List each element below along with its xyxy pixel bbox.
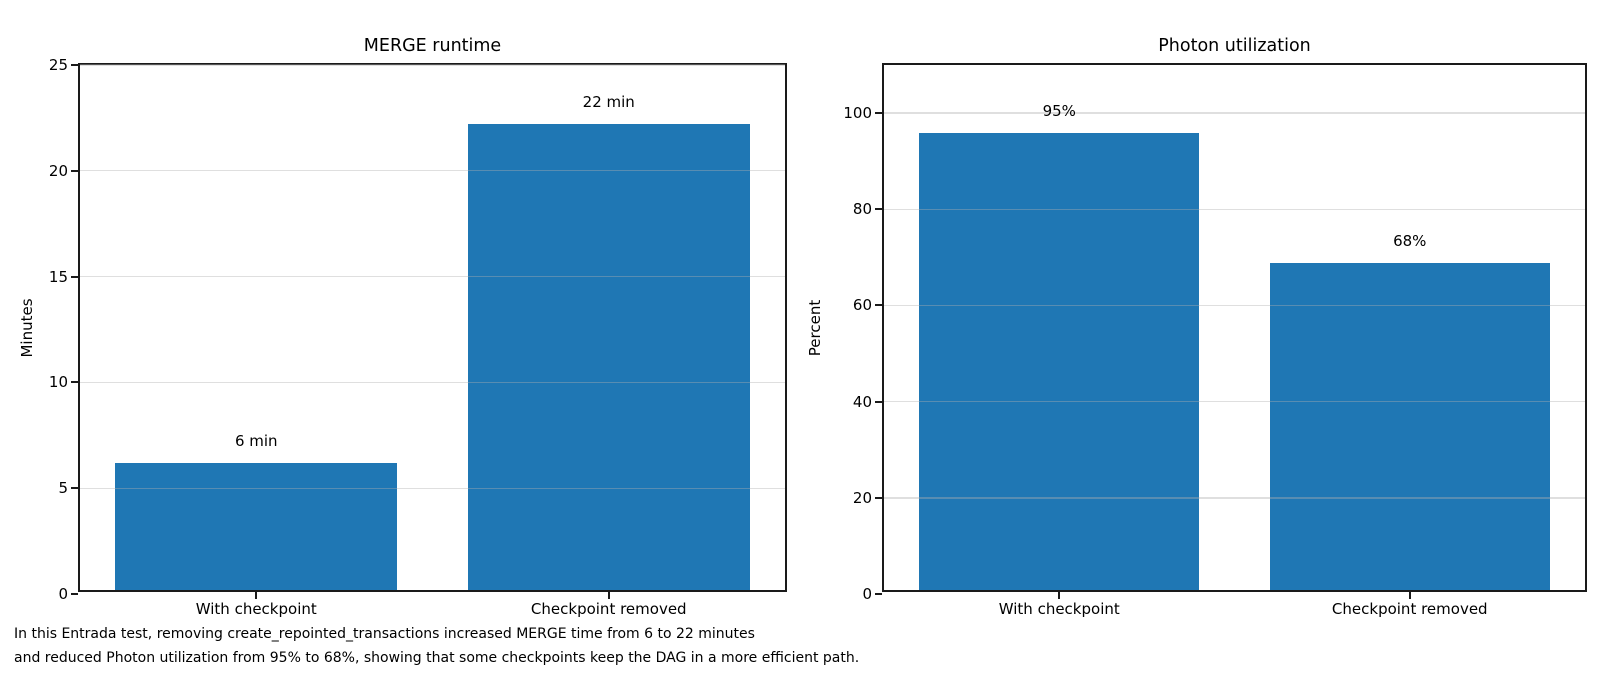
bar [467, 124, 750, 590]
figure-caption: In this Entrada test, removing create_re… [14, 623, 859, 670]
chart-title: Photon utilization [1158, 36, 1311, 56]
gridline [80, 381, 785, 384]
y-tick-label: 0 [862, 585, 872, 603]
y-tick-mark [875, 593, 882, 595]
caption-line-1: In this Entrada test, removing create_re… [14, 626, 755, 642]
x-tick-label: With checkpoint [998, 600, 1120, 618]
y-tick-label: 25 [48, 56, 68, 74]
gridline [80, 170, 785, 172]
y-tick-label: 0 [58, 585, 68, 603]
chart-title: MERGE runtime [363, 36, 502, 56]
y-tick-mark [71, 487, 78, 490]
y-tick-mark [71, 381, 78, 384]
gridline [80, 487, 785, 489]
caption-line-2: and reduced Photon utilization from 95% … [14, 649, 860, 666]
y-tick-mark [875, 496, 882, 499]
y-tick-mark [71, 275, 78, 278]
gridline [884, 497, 1585, 499]
gridline [884, 112, 1585, 114]
y-tick-label: 20 [48, 161, 68, 180]
gridline [884, 400, 1585, 403]
x-tick-label: With checkpoint [195, 600, 317, 618]
y-tick-mark [875, 400, 882, 403]
y-axis-label: Percent [806, 299, 824, 356]
y-tick-label: 60 [852, 296, 872, 315]
y-tick-label: 40 [852, 392, 872, 411]
bar-value-label: 68% [1393, 231, 1427, 250]
gridline [80, 64, 785, 66]
bar [1269, 262, 1550, 590]
y-tick-label: 10 [48, 373, 68, 392]
y-tick-label: 100 [843, 104, 872, 123]
x-tick-label: Checkpoint removed [1331, 600, 1488, 618]
x-tick-mark [1408, 592, 1411, 599]
y-tick-label: 20 [852, 488, 872, 507]
bar [115, 463, 398, 590]
bar-value-label: 95% [1042, 102, 1076, 121]
y-tick-mark [875, 112, 882, 115]
y-tick-label: 80 [852, 200, 872, 219]
bar-value-label: 22 min [582, 93, 635, 112]
y-tick-mark [875, 304, 882, 307]
y-tick-mark [71, 64, 78, 66]
x-tick-mark [1058, 592, 1061, 599]
y-axis-label: Minutes [18, 297, 36, 358]
x-tick-mark [255, 592, 258, 599]
y-tick-label: 5 [58, 479, 68, 498]
y-tick-label: 15 [48, 267, 68, 286]
gridline [80, 275, 785, 278]
x-tick-mark [607, 592, 610, 599]
bar-value-label: 6 min [234, 432, 278, 451]
bar-chart-merge-runtime: MERGE runtime Minutes 6 min With checkpoint… [18, 36, 787, 618]
gridline [884, 208, 1585, 210]
y-tick-mark [875, 208, 882, 211]
bar-chart-photon-utilization: Photon utilization Percent 95% With checkpo… [806, 36, 1587, 618]
bar [919, 133, 1200, 590]
y-tick-mark [71, 593, 78, 595]
y-tick-mark [71, 169, 78, 172]
gridline [884, 304, 1585, 307]
x-tick-label: Checkpoint removed [530, 600, 687, 618]
